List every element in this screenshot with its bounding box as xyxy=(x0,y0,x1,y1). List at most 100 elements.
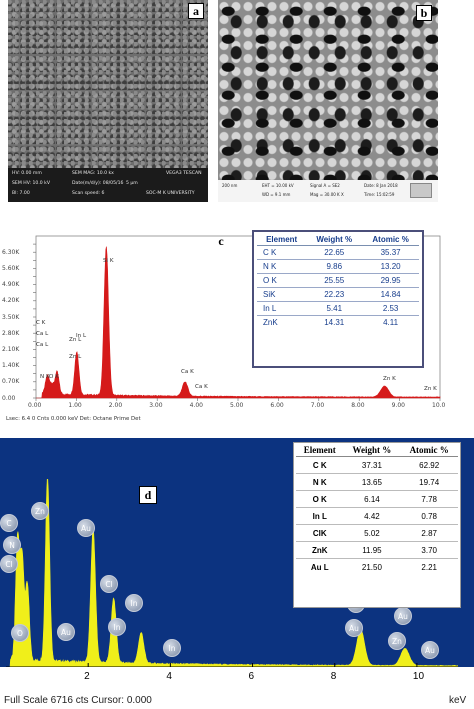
element-badge-d: C xyxy=(0,514,18,532)
cell-atomic: 62.92 xyxy=(400,456,458,474)
cell-weight: 22.23 xyxy=(306,287,363,302)
element-badge-d: N xyxy=(3,536,21,554)
cell-weight: 5.41 xyxy=(306,301,363,316)
cell-atomic: 0.78 xyxy=(400,507,458,525)
table-row: O K 25.55 29.95 xyxy=(257,273,419,288)
sem-info-bar-a: HV: 0.00 mm SEM MAG: 10.0 kx VEGA3 TESCA… xyxy=(8,168,208,202)
cell-weight: 9.86 xyxy=(306,259,363,274)
cell-element: Au L xyxy=(296,558,344,576)
peak-label-c: N K xyxy=(40,374,50,380)
cell-element: SiK xyxy=(257,287,307,302)
cell-element: ClK xyxy=(296,524,344,542)
info-sem-mag: SEM MAG: 10.0 kx xyxy=(72,171,114,176)
peak-label-c: O K xyxy=(49,374,59,380)
y-tick-label-c: 2.10K xyxy=(2,345,20,353)
x-tick-label-d: 10 xyxy=(412,671,425,682)
element-badge-d: In xyxy=(108,618,126,636)
x-tick-label-c: 2.00 xyxy=(108,402,123,409)
peak-label-c: Ca L xyxy=(36,331,49,337)
y-tick-label-c: 6.30K xyxy=(2,248,20,256)
col-element: Element xyxy=(257,235,307,246)
peak-label-c: Ca K xyxy=(195,384,208,390)
cell-element: N K xyxy=(296,473,344,491)
x-tick-label-c: 8.00 xyxy=(351,402,365,409)
table-row: O K 6.14 7.78 xyxy=(296,490,458,508)
table-row: ZnK 11.95 3.70 xyxy=(296,541,458,559)
cell-atomic: 29.95 xyxy=(362,273,419,288)
element-badge-d: Au xyxy=(394,607,412,625)
peak-label-c: Zn L xyxy=(69,354,82,360)
cell-element: C K xyxy=(296,456,344,474)
peak-label-c: Zn K xyxy=(424,386,437,392)
info-hv: HV: 0.00 mm xyxy=(12,171,42,176)
info-b-signal: Signal A = SE2 xyxy=(310,183,340,188)
info-b-eht: EHT = 10.00 kV xyxy=(262,183,294,188)
element-badge-d: In xyxy=(163,639,181,657)
peak-label-c: Ca K xyxy=(181,369,194,375)
cell-atomic: 7.78 xyxy=(400,490,458,508)
element-badge-d: Zn xyxy=(31,502,49,520)
panel-tag-b: b xyxy=(416,5,432,21)
y-tick-label-c: 2.80K xyxy=(2,329,20,337)
x-tick-label-c: 4.00 xyxy=(189,402,203,409)
x-tick-label-c: 9.00 xyxy=(391,402,405,409)
table-row: ClK 5.02 2.87 xyxy=(296,524,458,542)
x-tick-label-c: 3.00 xyxy=(149,402,163,409)
cell-atomic: 2.21 xyxy=(400,558,458,576)
y-tick-label-c: 0.70K xyxy=(2,378,20,386)
cell-atomic: 2.87 xyxy=(400,524,458,542)
col-element-d: Element xyxy=(296,445,344,457)
cell-element: N K xyxy=(257,259,307,274)
unit-label-d: keV xyxy=(449,695,467,706)
table-row: Au L 21.50 2.21 xyxy=(296,558,458,576)
table-row: In L 4.42 0.78 xyxy=(296,507,458,525)
eds-spectrum-c: c Element Weight % Atomic % C K 22.65 35.3… xyxy=(0,228,458,424)
element-badge-d: Au xyxy=(345,619,363,637)
y-tick-label-c: 3.50K xyxy=(2,313,20,321)
info-b-date: Date: 8 Jan 2018 xyxy=(364,183,398,188)
sem-image-a: HV: 0.00 mm SEM MAG: 10.0 kx VEGA3 TESCA… xyxy=(8,0,208,202)
y-tick-label-c: 1.40K xyxy=(2,362,20,370)
spectrum-trace-c xyxy=(36,246,441,399)
sem-info-bar-b: 200 nm EHT = 10.00 kV WD = 9.1 mm Signal… xyxy=(218,180,438,202)
panel-tag-d: d xyxy=(139,486,157,504)
info-sem-hv: SEM HV: 10.0 kV xyxy=(12,181,50,186)
x-tick-label-d: 6 xyxy=(248,671,255,682)
cell-weight: 22.65 xyxy=(306,245,363,260)
y-tick-label-c: 4.90K xyxy=(2,281,20,289)
table-row: N K 13.65 19.74 xyxy=(296,473,458,491)
eds-spectrum-d: CNClOZnAuAuClInInInZnAuAuZnAu d Element … xyxy=(0,438,474,709)
cell-weight: 5.02 xyxy=(343,524,401,542)
cell-weight: 21.50 xyxy=(343,558,401,576)
cell-element: ZnK xyxy=(296,541,344,559)
table-row: N K 9.86 13.20 xyxy=(257,259,419,274)
table-row: C K 22.65 35.37 xyxy=(257,245,419,260)
table-row: SiK 22.23 14.84 xyxy=(257,287,419,302)
spectrum-footer-d: Full Scale 6716 cts Cursor: 0.000 xyxy=(4,695,152,706)
element-badge-d: Au xyxy=(57,623,75,641)
x-tick-label-d: 2 xyxy=(84,671,90,682)
cell-weight: 25.55 xyxy=(306,273,363,288)
y-tick-label-c: 4.20K xyxy=(2,297,20,305)
info-vega: VEGA3 TESCAN xyxy=(166,171,202,176)
sem-micrograph-b xyxy=(218,0,438,180)
element-badge-d: Zn xyxy=(388,632,406,650)
info-bi: BI: 7.00 xyxy=(12,191,30,196)
element-badge-d: Au xyxy=(421,641,439,659)
cell-atomic: 35.37 xyxy=(362,245,419,260)
cell-element: C K xyxy=(257,245,307,260)
x-tick-label-c: 1.00 xyxy=(68,402,82,409)
col-atomic: Atomic % xyxy=(362,235,419,246)
cell-weight: 4.42 xyxy=(343,507,401,525)
cell-weight: 6.14 xyxy=(343,490,401,508)
info-b-mag: Mag = 30.00 K X xyxy=(310,192,344,197)
element-badge-d: O xyxy=(11,624,29,642)
cell-atomic: 14.84 xyxy=(362,287,419,302)
peak-label-c: Zn K xyxy=(383,376,396,382)
info-university: SOC-M K UNIVERSITY xyxy=(146,191,195,196)
cell-atomic: 3.70 xyxy=(400,541,458,559)
cell-weight: 13.65 xyxy=(343,473,401,491)
x-tick-label-c: 5.00 xyxy=(230,402,244,409)
info-b-scale: 200 nm xyxy=(222,183,238,188)
cell-element: O K xyxy=(257,273,307,288)
